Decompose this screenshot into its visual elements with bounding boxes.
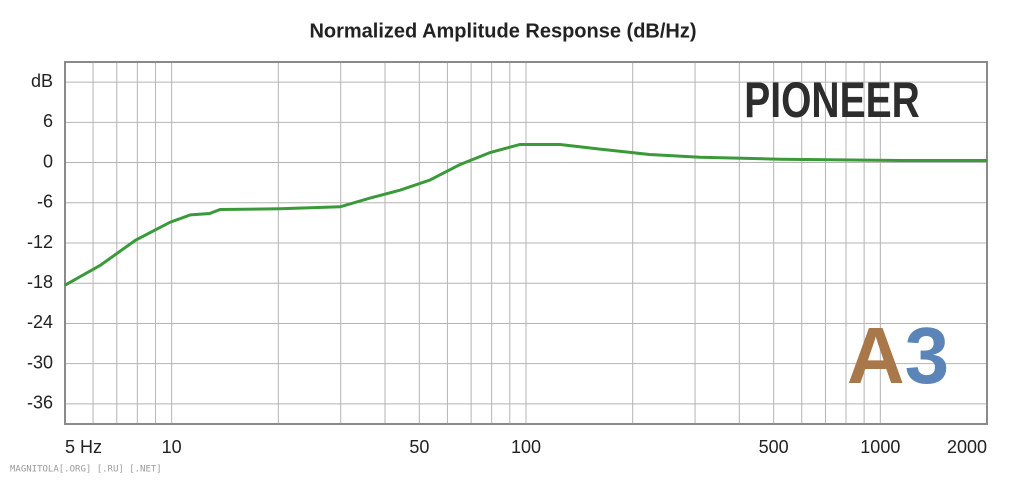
plot-border (64, 61, 988, 425)
y-tick-label: -12 (27, 232, 53, 252)
x-tick-label: 50 (409, 437, 429, 457)
x-tick-label: 1000 (860, 437, 900, 457)
model-mark-part: 3 (905, 311, 950, 400)
brand-label: PIONEER (744, 71, 920, 128)
chart-title: Normalized Amplitude Response (dB/Hz) (309, 20, 696, 42)
x-tick-label: 5 Hz (65, 437, 102, 457)
y-tick-label: -24 (27, 312, 53, 332)
y-tick-label: 0 (43, 151, 53, 171)
y-tick-label: -30 (27, 352, 53, 372)
y-tick-label: dB (31, 71, 53, 91)
y-tick-label: -6 (37, 192, 53, 212)
x-tick-label: 500 (759, 437, 789, 457)
watermark: MAGNITOLA[.ORG] [.RU] [.NET] (10, 465, 162, 475)
y-tick-label: -18 (27, 272, 53, 292)
x-tick-label: 10 (162, 437, 182, 457)
x-tick-label: 2000 (947, 437, 987, 457)
y-tick-label: -36 (27, 393, 53, 413)
series-line (64, 142, 987, 287)
model-mark-part: A (847, 311, 905, 400)
y-tick-label: 6 (43, 111, 53, 131)
x-tick-label: 100 (511, 437, 541, 457)
model-mark: A3 (847, 311, 949, 400)
